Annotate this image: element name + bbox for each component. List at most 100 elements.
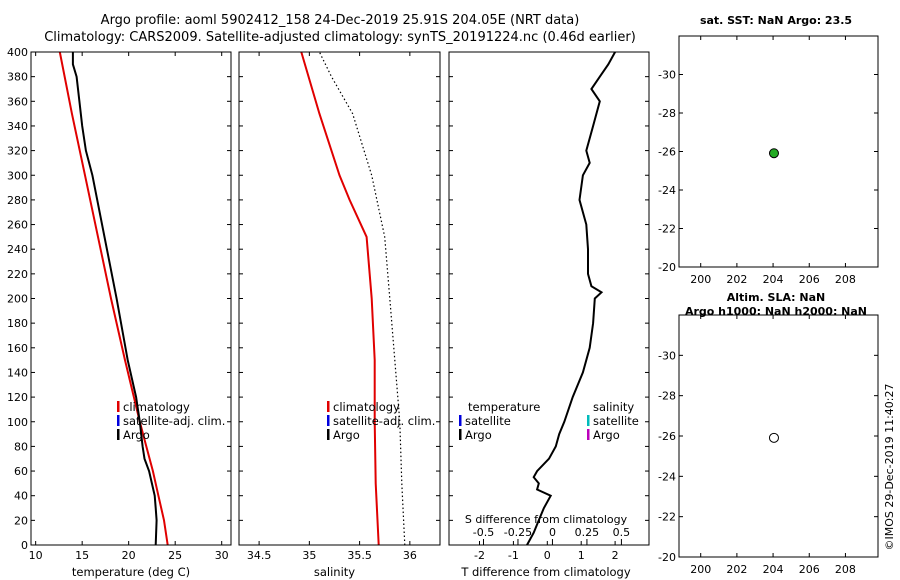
temperature-ytick-label: 180	[7, 317, 28, 330]
sla-ytick-label: -28	[658, 390, 676, 403]
temperature-ytick-label: 260	[7, 219, 28, 232]
temperature-xtick-label: 30	[215, 549, 229, 562]
sst-argo-position-point	[768, 148, 779, 159]
sst-ytick-label: -28	[658, 107, 676, 120]
sla-xtick-label: 204	[763, 563, 784, 576]
salinity-xtick-label: 35	[302, 549, 316, 562]
sst-xtick-label: 202	[726, 273, 747, 286]
sla-ytick-label: -26	[658, 430, 676, 443]
difference-s-tick-label: -0.5	[473, 526, 494, 539]
salinity-xtick-label: 35.5	[347, 549, 372, 562]
sst-ytick-label: -20	[658, 261, 676, 274]
difference-legend-s-argo-swatch	[587, 429, 590, 440]
salinity-legend-argo-swatch	[327, 429, 330, 440]
sla-ytick-label: -24	[658, 470, 676, 483]
sst-map-panel: 200 202 204 206 208 -20 -22 -24 -26 -28 -30 sat. SS…	[658, 14, 879, 286]
difference-legend-salinity-title: salinity	[593, 400, 634, 414]
sla-ytick-label: -30	[658, 349, 676, 362]
sla-xtick-label: 208	[835, 563, 856, 576]
sla-map-panel: 200 202 204 206 208 -20 -22 -24 -26 -28 -30 Altim. …	[658, 291, 879, 576]
sst-xtick-label: 208	[835, 273, 856, 286]
temperature-ytick-label: 220	[7, 268, 28, 281]
temperature-ytick-label: 240	[7, 243, 28, 256]
difference-s-tick-label: 0	[549, 526, 556, 539]
temperature-ytick-label: 0	[21, 539, 28, 552]
temperature-axes	[30, 51, 232, 546]
salinity-legend-argo-label: Argo	[333, 428, 360, 442]
difference-legend-t-satellite-label: satellite	[465, 414, 511, 428]
sla-header-2: Argo h1000: NaN h2000: NaN	[685, 305, 867, 318]
difference-s-tick-label: -0.25	[504, 526, 532, 539]
temperature-legend-climatology-swatch	[117, 401, 120, 412]
difference-legend-t-satellite-swatch	[459, 415, 462, 426]
difference-legend-s-satellite-swatch	[587, 415, 590, 426]
difference-s-axis-title: S difference from climatology	[465, 513, 628, 526]
sla-ytick-label: -22	[658, 511, 676, 524]
temperature-ytick-label: 400	[7, 46, 28, 59]
temperature-legend-satellite-label: satellite-adj. clim.	[123, 414, 225, 428]
sst-ytick-label: -30	[658, 69, 676, 82]
sla-xtick-label: 200	[690, 563, 711, 576]
sst-header-1: sat. SST: NaN Argo: 23.5	[700, 14, 852, 27]
temperature-ytick-label: 20	[14, 514, 28, 527]
temperature-xtick-label: 25	[168, 549, 182, 562]
difference-panel: -2 -1 0 1 2 -0.5 -0.25 0 0.25 0.5S difference fro…	[448, 51, 650, 579]
salinity-legend-climatology-label: climatology	[333, 400, 400, 414]
difference-xlabel: T difference from climatology	[460, 565, 631, 579]
salinity-climatology-line	[300, 51, 380, 546]
temperature-ytick-label: 160	[7, 342, 28, 355]
temperature-climatology-line	[58, 51, 169, 546]
temperature-legend-argo-swatch	[117, 429, 120, 440]
difference-legend-t-argo-swatch	[459, 429, 462, 440]
salinity-xtick-label: 36	[403, 549, 417, 562]
difference-s-tick-label: 0.5	[613, 526, 631, 539]
salinity-legend-satellite-label: satellite-adj. clim.	[333, 414, 435, 428]
difference-legend-s-argo-label: Argo	[593, 428, 620, 442]
sst-ytick-label: -22	[658, 223, 676, 236]
temperature-xlabel: temperature (deg C)	[72, 565, 190, 579]
salinity-xtick-label: 34.5	[247, 549, 272, 562]
temperature-ytick-label: 320	[7, 145, 28, 158]
temperature-ytick-label: 40	[14, 490, 28, 503]
temperature-ytick-label: 300	[7, 169, 28, 182]
difference-xtick-label: -2	[474, 549, 485, 562]
figure-title-line2: Climatology: CARS2009. Satellite-adjuste…	[44, 30, 636, 45]
difference-xtick-label: 0	[544, 549, 551, 562]
difference-legend-s-satellite-label: satellite	[593, 414, 639, 428]
salinity-panel: 34.5 35 35.5 36 salinity climatologysatellite…	[238, 51, 441, 579]
difference-s-tick-label: 0.25	[575, 526, 600, 539]
sst-xtick-label: 206	[799, 273, 820, 286]
temperature-ytick-label: 140	[7, 366, 28, 379]
temperature-argo-line	[71, 52, 158, 546]
difference-xtick-label: 2	[612, 549, 619, 562]
temperature-xtick-label: 10	[29, 549, 43, 562]
salinity-legend-satellite-swatch	[327, 415, 330, 426]
temperature-ytick-label: 280	[7, 194, 28, 207]
sst-xtick-label: 204	[763, 273, 784, 286]
sla-header-1: Altim. SLA: NaN	[727, 291, 826, 304]
difference-axes	[448, 51, 650, 546]
salinity-legend-climatology-swatch	[327, 401, 330, 412]
sla-argo-position-point	[768, 432, 779, 443]
sst-xtick-label: 200	[690, 273, 711, 286]
temperature-ytick-label: 200	[7, 293, 28, 306]
temperature-ytick-label: 60	[14, 465, 28, 478]
sla-ytick-label: -20	[658, 551, 676, 564]
temperature-ytick-label: 340	[7, 120, 28, 133]
temperature-ytick-label: 100	[7, 416, 28, 429]
salinity-argo-line	[318, 51, 406, 546]
temperature-legend-climatology-label: climatology	[123, 400, 190, 414]
difference-xtick-label: 1	[578, 549, 585, 562]
salinity-xlabel: salinity	[314, 565, 355, 579]
difference-t-argo-line	[526, 51, 616, 546]
temperature-panel: 10 15 20 25 30020406080100120140160180200220…	[7, 46, 232, 579]
temperature-legend-argo-label: Argo	[123, 428, 150, 442]
difference-legend-t-argo-label: Argo	[465, 428, 492, 442]
sst-ytick-label: -26	[658, 146, 676, 159]
temperature-xtick-label: 15	[75, 549, 89, 562]
temperature-xtick-label: 20	[122, 549, 136, 562]
temperature-legend-satellite-swatch	[117, 415, 120, 426]
salinity-axes	[238, 51, 441, 546]
difference-xtick-label: -1	[508, 549, 519, 562]
